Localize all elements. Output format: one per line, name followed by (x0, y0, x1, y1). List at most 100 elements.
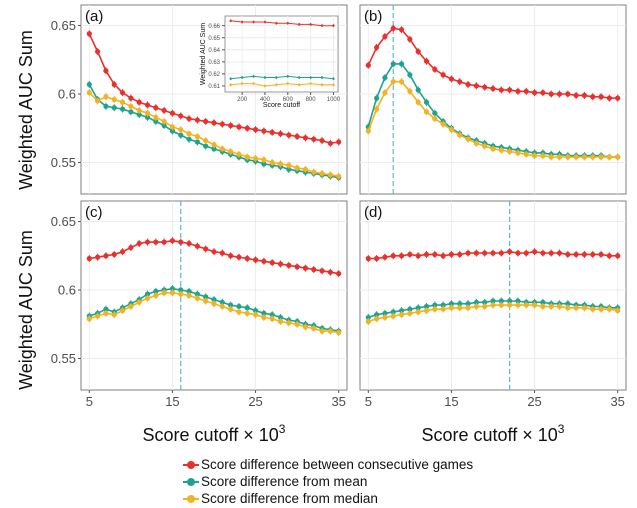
panel-b-point-median-9 (440, 121, 446, 127)
panel-d-point-mean-9 (440, 302, 446, 308)
panel-a-point-consecutive-16 (219, 121, 225, 127)
panel-b-point-consecutive-22 (548, 91, 554, 97)
panel-c-point-consecutive-28 (319, 268, 325, 274)
panel-c-point-median-19 (244, 310, 250, 316)
panel-d-xtick-label-1: 15 (444, 394, 458, 409)
inset-point-median-6 (297, 83, 301, 86)
panel-c-point-consecutive-2 (103, 253, 109, 259)
panel-a-point-median-4 (119, 99, 126, 105)
panel-c-point-consecutive-8 (153, 239, 159, 245)
panel-a-point-consecutive-15 (211, 120, 217, 126)
panel-a-point-mean-11 (178, 132, 184, 138)
panel-b-point-consecutive-6 (415, 48, 421, 55)
panel-a-point-consecutive-5 (128, 95, 134, 101)
x-axis-label-right-exponent: 3 (558, 422, 565, 436)
panel-b-point-consecutive-26 (581, 92, 588, 98)
panel-a-point-consecutive-25 (294, 133, 300, 140)
panel-d-point-consecutive-2 (382, 254, 388, 260)
panel-b-point-consecutive-28 (598, 94, 604, 100)
panel-c-point-consecutive-9 (161, 239, 167, 245)
panel-b-point-median-1 (374, 106, 380, 112)
panel-a-point-mean-6 (136, 111, 142, 118)
panel-b-point-consecutive-30 (615, 95, 621, 101)
panel-b-point-consecutive-2 (382, 33, 388, 40)
x-axis-label-left-exponent: 3 (279, 422, 286, 436)
panel-d-point-mean-4 (398, 307, 405, 314)
panel-b-point-median-27 (590, 154, 596, 160)
panel-c-point-median-27 (311, 325, 317, 331)
panel-c-point-median-9 (161, 290, 167, 296)
inset-point-consecutive-7 (309, 23, 312, 26)
panel-d-label: (d) (364, 204, 382, 221)
panel-b-point-median-20 (531, 153, 538, 159)
panel-d-point-consecutive-6 (415, 253, 421, 259)
panel-d-point-mean-17 (507, 298, 513, 304)
inset-point-consecutive-2 (252, 20, 255, 24)
panel-d-point-consecutive-17 (507, 249, 513, 255)
panel-a-point-median-7 (144, 110, 151, 116)
panel-c-point-mean-22 (269, 312, 275, 318)
inset-point-median-4 (275, 83, 278, 86)
panel-b-point-median-18 (515, 150, 521, 156)
panel-d-xtick-label-0: 5 (365, 394, 372, 409)
inset-point-consecutive-8 (320, 24, 324, 27)
panel-d-point-mean-10 (448, 301, 455, 307)
panel-c-point-median-16 (219, 303, 225, 310)
panel-b-point-consecutive-0 (365, 62, 371, 68)
panel-c-point-consecutive-1 (95, 254, 101, 260)
panel-c-point-median-28 (319, 328, 325, 334)
panel-a-point-consecutive-27 (311, 136, 317, 142)
panel-c-point-median-14 (203, 298, 209, 304)
panel-b-point-consecutive-29 (606, 95, 612, 101)
panel-c-point-consecutive-6 (136, 240, 142, 247)
panel-b-point-consecutive-15 (490, 85, 496, 92)
inset-ytick-label-5: 0.66 (208, 24, 220, 30)
panel-d-point-consecutive-28 (598, 251, 604, 258)
x-axis-label-right-text: Score cutoff × 10 (422, 425, 558, 445)
panel-a-point-median-17 (228, 148, 234, 155)
panel-a-point-median-16 (219, 146, 225, 152)
panel-d-point-median-0 (365, 318, 371, 325)
panel-d-point-consecutive-23 (556, 250, 563, 256)
inset-point-mean-6 (297, 76, 301, 79)
panel-b-point-mean-3 (390, 61, 396, 67)
panel-d-point-consecutive-12 (465, 250, 471, 256)
panel-b-point-median-15 (490, 146, 496, 152)
panel-a-point-median-30 (336, 173, 342, 179)
panel-d-point-consecutive-13 (473, 250, 479, 256)
panel-a-point-consecutive-18 (236, 124, 242, 130)
inset-point-median-2 (252, 82, 255, 85)
panel-a-point-mean-5 (128, 109, 134, 115)
inset-xtick-label-1: 400 (260, 97, 271, 103)
panel-c-point-mean-2 (103, 306, 109, 312)
inset-point-mean-9 (332, 77, 335, 80)
panel-c-point-consecutive-23 (277, 261, 284, 267)
panel-b-point-median-3 (390, 79, 396, 85)
panel-d-point-median-22 (548, 303, 554, 310)
inset-point-consecutive-5 (286, 22, 289, 25)
panel-c-frame (80, 200, 348, 391)
inset-point-median-7 (309, 82, 312, 85)
panel-d-frame (359, 200, 627, 391)
inset-point-median-8 (320, 83, 324, 86)
inset-frame (224, 15, 339, 93)
panel-c-point-consecutive-21 (261, 258, 267, 264)
panel-a-point-consecutive-30 (336, 139, 342, 145)
panel-b-point-median-24 (565, 154, 571, 160)
panel-a-point-consecutive-24 (286, 132, 292, 138)
inset-point-consecutive-0 (229, 19, 232, 23)
panel-d-point-mean-24 (565, 301, 571, 307)
panel-a-point-consecutive-22 (269, 129, 275, 135)
panel-b-point-mean-8 (432, 110, 438, 116)
inset-point-median-9 (332, 83, 335, 86)
panel-b-point-consecutive-4 (398, 27, 405, 33)
panel-d-xtick-label-2: 25 (527, 394, 541, 409)
panel-d-point-mean-3 (390, 309, 396, 315)
panel-b-point-median-12 (465, 136, 471, 142)
panel-a-point-median-18 (236, 151, 242, 157)
panel-c-point-median-17 (228, 306, 234, 312)
panel-c-point-consecutive-11 (178, 239, 184, 245)
panel-a-point-consecutive-11 (178, 113, 184, 119)
panel-a-point-median-25 (294, 165, 300, 171)
panel-c-point-median-8 (153, 292, 159, 299)
